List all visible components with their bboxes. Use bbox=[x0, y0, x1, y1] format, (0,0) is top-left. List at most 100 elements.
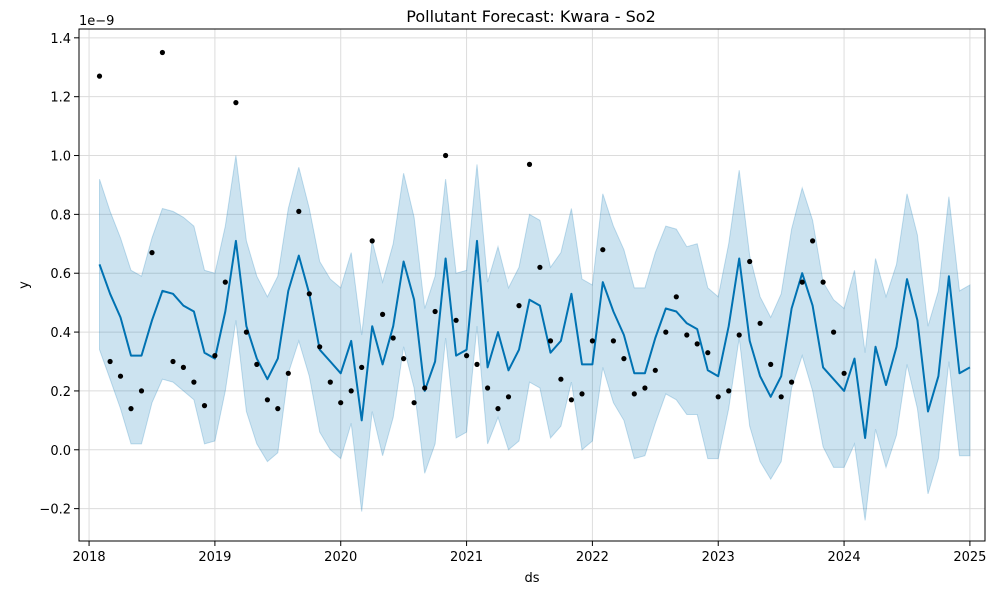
observed-point bbox=[663, 329, 669, 335]
x-tick-label: 2024 bbox=[828, 550, 861, 565]
observed-point bbox=[201, 403, 208, 409]
observed-point bbox=[285, 370, 291, 376]
y-tick-label: 0.6 bbox=[50, 267, 71, 282]
observed-point bbox=[390, 335, 396, 341]
observed-point bbox=[768, 361, 774, 367]
observed-point bbox=[537, 264, 543, 270]
y-axis-title: y bbox=[17, 281, 32, 289]
x-tick-label: 2020 bbox=[324, 550, 357, 565]
observed-point bbox=[547, 338, 554, 344]
observed-point bbox=[212, 353, 218, 359]
observed-point bbox=[443, 152, 449, 159]
observed-point bbox=[233, 100, 239, 106]
observed-point bbox=[579, 391, 585, 397]
y-tick-label: 1.4 bbox=[50, 32, 71, 47]
observed-point bbox=[422, 385, 428, 391]
x-tick-label: 2021 bbox=[450, 550, 483, 565]
observed-point bbox=[96, 73, 103, 79]
y-tick-label: 0.4 bbox=[50, 326, 71, 341]
observed-point bbox=[495, 406, 501, 412]
observed-point bbox=[726, 388, 732, 394]
observed-point bbox=[589, 338, 596, 344]
y-tick-label: 0.0 bbox=[50, 444, 71, 459]
observed-point bbox=[117, 373, 124, 379]
observed-point bbox=[652, 367, 658, 373]
observed-point bbox=[243, 329, 249, 335]
chart-title: Pollutant Forecast: Kwara - So2 bbox=[406, 7, 656, 26]
observed-point bbox=[380, 311, 386, 317]
observed-point bbox=[600, 247, 606, 253]
observed-point bbox=[516, 303, 522, 309]
x-tick-label: 2019 bbox=[198, 550, 231, 565]
observed-point bbox=[432, 308, 438, 315]
observed-point bbox=[684, 332, 690, 338]
observed-point bbox=[474, 361, 480, 367]
x-tick-label: 2022 bbox=[576, 550, 609, 565]
observed-point bbox=[715, 394, 721, 400]
observed-point bbox=[453, 317, 459, 323]
observed-point bbox=[180, 364, 186, 370]
x-tick-label: 2023 bbox=[702, 550, 735, 565]
y-tick-label: −0.2 bbox=[39, 503, 71, 518]
observed-point bbox=[642, 385, 648, 391]
observed-point bbox=[705, 350, 711, 356]
observed-point bbox=[359, 364, 365, 370]
x-axis: 2018 2019 2020 2021 2022 2023 2024 2025 bbox=[73, 541, 986, 565]
observed-point bbox=[558, 376, 564, 382]
observed-point bbox=[464, 353, 470, 359]
observed-point bbox=[107, 358, 113, 365]
observed-point bbox=[789, 379, 795, 385]
observed-point bbox=[138, 388, 145, 394]
observed-point bbox=[694, 341, 700, 347]
x-axis-title: ds bbox=[524, 571, 539, 586]
observed-point bbox=[296, 208, 302, 214]
observed-point bbox=[505, 394, 512, 400]
observed-point bbox=[170, 358, 176, 365]
observed-point bbox=[747, 258, 753, 265]
x-tick-label: 2025 bbox=[953, 550, 986, 565]
observed-points-layer bbox=[96, 49, 847, 412]
y-tick-label: 0.2 bbox=[50, 385, 71, 400]
grid-layer bbox=[79, 29, 985, 541]
plot-area-frame bbox=[78, 28, 986, 542]
observed-point bbox=[621, 356, 627, 362]
y-tick-label: 0.8 bbox=[50, 208, 71, 223]
observed-point bbox=[128, 406, 134, 412]
observed-point bbox=[254, 361, 260, 367]
y-axis: −0.2 0.0 0.2 0.4 0.6 0.8 1.0 1.2 1.4 bbox=[39, 32, 79, 518]
observed-point bbox=[841, 370, 847, 376]
observed-point bbox=[736, 332, 742, 338]
uncertainty-band-layer bbox=[99, 155, 971, 521]
observed-point bbox=[191, 379, 197, 385]
observed-point bbox=[485, 385, 491, 391]
observed-point bbox=[526, 161, 533, 167]
observed-point bbox=[348, 388, 354, 394]
observed-point bbox=[222, 279, 228, 285]
observed-point bbox=[610, 338, 617, 344]
observed-point bbox=[149, 250, 155, 256]
observed-point bbox=[264, 397, 270, 403]
forecast-line-layer bbox=[98, 239, 971, 439]
y-axis-offset-label: 1e−9 bbox=[79, 14, 114, 29]
observed-point bbox=[631, 391, 637, 397]
observed-point bbox=[317, 344, 323, 350]
observed-point bbox=[673, 294, 679, 300]
observed-point bbox=[799, 279, 805, 285]
y-tick-label: 1.0 bbox=[50, 150, 71, 165]
y-tick-label: 1.2 bbox=[50, 91, 71, 106]
forecast-line bbox=[98, 239, 971, 439]
x-tick-label: 2018 bbox=[73, 550, 106, 565]
observed-point bbox=[411, 400, 417, 406]
uncertainty-band bbox=[99, 155, 971, 521]
observed-point bbox=[820, 279, 826, 285]
observed-point bbox=[327, 379, 333, 385]
observed-point bbox=[159, 49, 165, 56]
observed-point bbox=[568, 397, 575, 403]
observed-point bbox=[338, 400, 344, 406]
observed-point bbox=[306, 291, 312, 297]
observed-point bbox=[757, 320, 763, 326]
observed-point bbox=[275, 406, 281, 412]
observed-point bbox=[810, 238, 816, 244]
